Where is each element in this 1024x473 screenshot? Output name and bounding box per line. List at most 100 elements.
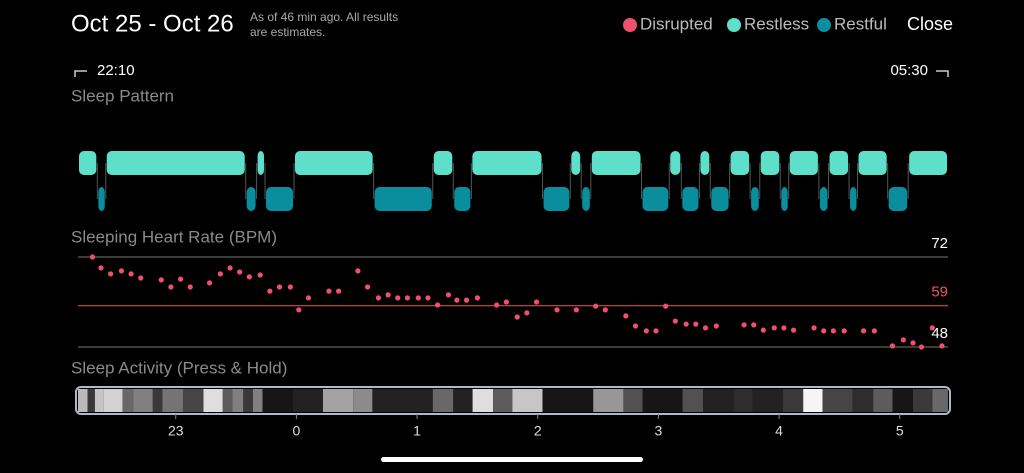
heart-rate-point — [404, 295, 411, 301]
heart-rate-point — [533, 299, 540, 305]
heart-rate-point — [830, 328, 836, 334]
heart-rate-point — [573, 307, 579, 313]
heart-rate-point — [237, 269, 243, 275]
heart-rate-point — [98, 265, 104, 271]
close-button[interactable]: Close — [907, 14, 953, 34]
heart-rate-point — [771, 325, 777, 331]
sleep-segment — [700, 151, 710, 175]
start-time: 22:10 — [97, 62, 135, 79]
sleep-segment — [789, 151, 818, 175]
heart-rate-point — [305, 295, 312, 301]
sleep-segment — [571, 151, 581, 175]
activity-cell — [103, 389, 123, 412]
heart-rate-point — [375, 295, 382, 301]
activity-cell — [593, 389, 624, 412]
activity-cell — [493, 389, 513, 412]
sleep-segment — [454, 187, 471, 211]
note: As of 46 min ago. All results — [250, 10, 398, 24]
sleep-segment — [682, 187, 699, 211]
activity-cell — [322, 389, 354, 412]
heart-rate-point — [910, 340, 916, 346]
sleep-segment — [642, 187, 669, 211]
activity-cell — [252, 389, 263, 412]
heart-rate-point — [138, 275, 144, 281]
legend-dot — [817, 18, 831, 32]
activity-cell — [752, 389, 783, 412]
heart-rate-point — [385, 292, 391, 298]
x-tick-label: 5 — [896, 423, 904, 439]
sleep-segment — [374, 187, 432, 211]
activity-cell — [512, 389, 543, 412]
legend-label: Restless — [744, 14, 809, 33]
heart-rate-point — [454, 297, 460, 303]
heart-rate-point — [653, 328, 659, 334]
activity-cell — [733, 389, 753, 412]
x-tick-label: 1 — [413, 423, 421, 439]
sleep-segment — [266, 187, 293, 211]
sleep-segment — [246, 187, 256, 211]
average-label: 59 — [931, 284, 948, 301]
activity-cell — [133, 389, 153, 412]
sleep-segment — [858, 151, 887, 175]
heart-rate-point — [118, 268, 125, 274]
heart-rate-point — [395, 295, 401, 301]
heart-rate-point — [89, 254, 96, 260]
heart-rate-point — [177, 276, 184, 282]
y-tick-label: 72 — [931, 235, 948, 252]
activity-cell — [782, 389, 804, 412]
heart-rate-point — [693, 321, 699, 327]
legend-dot — [623, 18, 637, 32]
x-tick-label: 0 — [293, 423, 301, 439]
activity-cell — [822, 389, 853, 412]
activity-cell — [182, 389, 204, 412]
sleep-segment — [909, 151, 947, 175]
heart-rate-point — [227, 265, 233, 271]
heart-rate-point — [257, 272, 263, 278]
activity-cell — [243, 389, 253, 412]
heart-rate-point — [741, 322, 747, 328]
sleep-segment — [760, 151, 780, 175]
title: Oct 25 - Oct 26 — [71, 10, 234, 37]
range-bracket — [74, 70, 949, 77]
heart-rate-point — [128, 271, 134, 277]
heart-rate-point — [602, 307, 608, 313]
heart-rate-point — [364, 284, 371, 290]
heart-rate-point — [187, 284, 193, 290]
heart-rate-point — [623, 313, 629, 319]
activity-cell — [262, 389, 293, 412]
activity-cell — [162, 389, 183, 412]
heart-rate-point — [514, 314, 520, 320]
heart-rate-point — [713, 323, 719, 329]
sleep-segment — [829, 151, 849, 175]
heart-rate-point — [760, 327, 766, 333]
sleep-segment — [751, 187, 759, 211]
heart-rate-point — [860, 328, 867, 334]
activity-cell — [353, 389, 373, 412]
activity-cell — [203, 389, 223, 412]
heart-rate-point — [554, 307, 560, 313]
activity-cell — [913, 389, 933, 412]
heart-rate-point — [158, 277, 164, 283]
activity-cell — [682, 389, 704, 412]
activity-cell — [292, 389, 323, 412]
heart-rate-point — [643, 328, 649, 334]
heart-rate-point — [355, 268, 361, 274]
y-tick-label: 48 — [931, 325, 948, 342]
heart-rate-point — [929, 325, 935, 331]
heart-rate-point — [296, 307, 302, 313]
sleep-segment — [543, 187, 570, 211]
sleep-segment — [591, 151, 641, 175]
sleep-segment — [850, 187, 857, 211]
heart-rate-point — [434, 302, 441, 308]
sleep-segment — [819, 187, 828, 211]
activity-cell — [78, 389, 88, 412]
section-title: Sleeping Heart Rate (BPM) — [71, 227, 277, 246]
heart-rate-point — [593, 303, 599, 309]
heart-rate-point — [702, 325, 709, 331]
sleep-segment — [294, 151, 373, 175]
heart-rate-point — [841, 328, 847, 334]
heart-rate-point — [474, 295, 481, 301]
sleep-segment — [888, 187, 908, 211]
heart-rate-point — [246, 274, 252, 280]
